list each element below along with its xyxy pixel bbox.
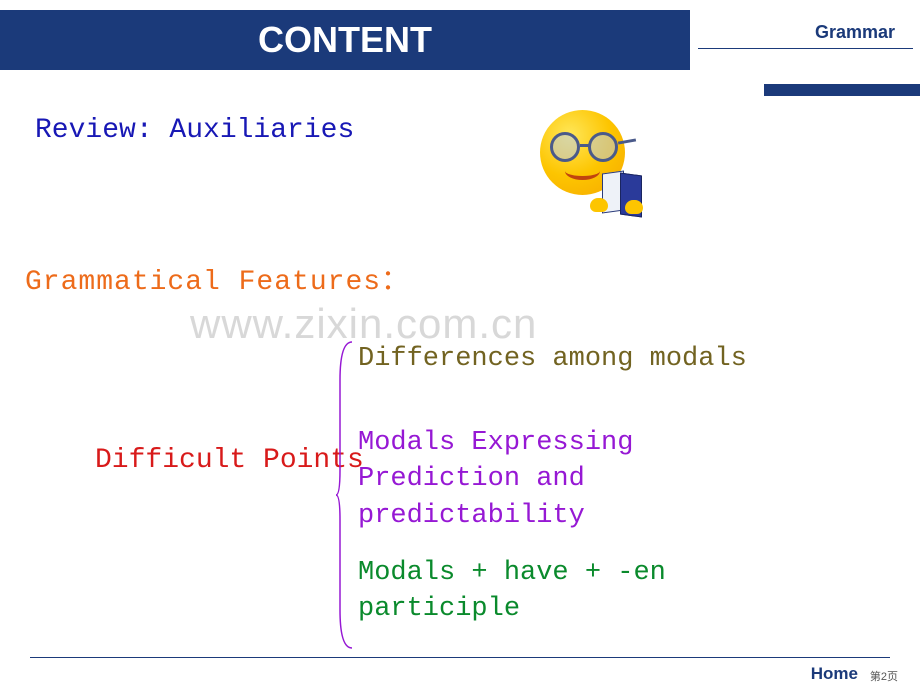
- header-underline: [698, 48, 913, 49]
- header-accent-bar: [764, 84, 920, 96]
- smiley-reading-icon: [530, 100, 650, 220]
- review-heading: Review: Auxiliaries: [35, 115, 354, 146]
- watermark-text: www.zixin.com.cn: [190, 300, 537, 348]
- smile-icon: [565, 162, 600, 180]
- hand-right-icon: [625, 200, 643, 214]
- glasses-right-icon: [588, 132, 618, 162]
- hand-left-icon: [590, 198, 608, 212]
- difficult-item-2: Modals ExpressingPrediction andpredictab…: [358, 425, 633, 534]
- glasses-left-icon: [550, 132, 580, 162]
- header-bar: CONTENT: [0, 10, 690, 70]
- footer-home-link[interactable]: Home: [811, 664, 858, 684]
- glasses-bridge-icon: [580, 144, 590, 147]
- header-category: Grammar: [815, 22, 895, 43]
- footer-page-number: 第2页: [870, 668, 898, 684]
- difficult-item-1: Differences among modals: [358, 344, 747, 374]
- page-title: CONTENT: [258, 19, 432, 61]
- brace-icon: [336, 340, 354, 650]
- difficult-points-label: Difficult Points: [95, 445, 364, 476]
- features-heading: Grammatical Features：: [25, 258, 410, 298]
- difficult-item-3: Modals + have + -enparticiple: [358, 555, 666, 628]
- footer-divider: [30, 657, 890, 658]
